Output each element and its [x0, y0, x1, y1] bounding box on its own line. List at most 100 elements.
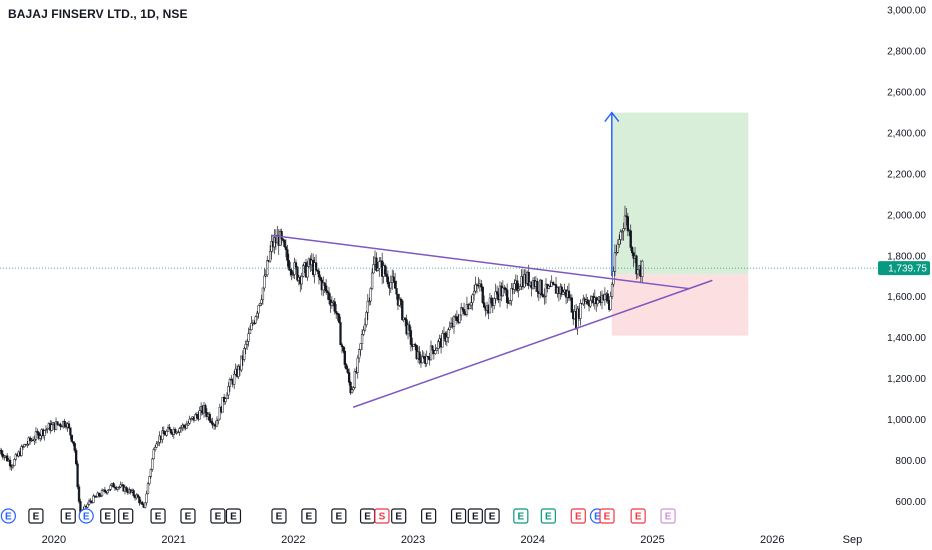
event-marker-shape — [0, 508, 16, 524]
candle-body — [46, 428, 49, 430]
candle-body — [95, 496, 98, 498]
candle — [177, 430, 180, 434]
candle-body — [168, 427, 171, 430]
candle-body — [435, 348, 438, 351]
event-marker: E — [271, 508, 287, 524]
candle — [74, 448, 78, 466]
candle-body — [395, 288, 398, 295]
candle — [34, 427, 38, 444]
candle-body — [218, 406, 221, 420]
candle — [76, 460, 79, 490]
candle — [434, 344, 437, 355]
candle — [281, 238, 285, 243]
candle — [26, 440, 29, 448]
candle-body — [280, 231, 283, 240]
candle-body — [154, 447, 157, 450]
candle-body — [86, 504, 89, 508]
y-tick-label: 1,200.00 — [887, 374, 926, 385]
candle-body — [33, 439, 36, 442]
candle-body — [635, 255, 638, 275]
candle — [347, 368, 351, 386]
candle — [260, 294, 263, 306]
x-tick-label: Sep — [843, 534, 863, 546]
candle-body — [342, 346, 345, 352]
candle-body — [257, 305, 260, 314]
candle — [490, 295, 493, 308]
event-marker-label: E — [65, 512, 72, 523]
candle — [283, 239, 286, 248]
candle — [613, 244, 617, 277]
candle — [118, 486, 121, 490]
candle-body — [152, 449, 155, 460]
candle-body — [510, 288, 513, 301]
candle-body — [217, 418, 220, 421]
candle-body — [317, 271, 321, 278]
candle — [195, 412, 198, 419]
candle-body — [408, 324, 411, 331]
candle — [100, 488, 104, 498]
event-marker: E — [118, 508, 134, 524]
event-marker-label: E — [594, 512, 601, 523]
candle-body — [74, 450, 78, 465]
candle — [161, 426, 164, 444]
event-marker: E — [660, 508, 676, 524]
candle-body — [143, 502, 147, 508]
candle — [342, 346, 345, 354]
event-marker-label: E — [635, 512, 642, 523]
candle-body — [44, 429, 48, 431]
candle-body — [461, 307, 464, 310]
candle — [11, 463, 15, 470]
event-marker-shape — [100, 508, 116, 524]
candle-body — [335, 311, 338, 314]
candle-body — [620, 230, 624, 233]
candle-body — [343, 350, 346, 365]
candle — [72, 441, 75, 447]
x-tick-label: 2024 — [521, 534, 545, 546]
event-marker-shape — [225, 508, 242, 524]
candle-body — [626, 216, 630, 232]
candle-body — [327, 292, 331, 300]
candle-body — [460, 307, 463, 316]
candle-body — [494, 291, 497, 299]
candle — [474, 276, 477, 294]
candle-body — [468, 304, 471, 310]
candle — [462, 302, 466, 317]
candle-body — [162, 430, 165, 435]
event-marker: E — [450, 508, 467, 524]
candle-body — [253, 322, 256, 325]
candle — [198, 406, 201, 420]
candle-body — [182, 424, 186, 427]
event-marker: E — [225, 508, 242, 524]
candle — [300, 272, 303, 290]
candle — [448, 321, 451, 331]
candle — [399, 297, 402, 309]
candle — [494, 283, 497, 304]
candle — [208, 411, 211, 423]
candle-body — [215, 420, 219, 427]
candle-body — [189, 418, 193, 420]
candle — [536, 278, 539, 298]
candle — [245, 339, 249, 350]
candle-body — [302, 265, 305, 277]
y-tick-label: 2,000.00 — [887, 210, 926, 221]
event-marker-label: E — [545, 512, 552, 523]
candle-body — [165, 430, 168, 436]
event-marker-label: E — [83, 512, 90, 523]
candle — [437, 339, 440, 355]
candle-body — [145, 493, 148, 504]
candle-body — [350, 389, 354, 394]
candle-body — [36, 431, 39, 433]
event-marker: E — [301, 508, 317, 524]
candle-body — [358, 349, 361, 359]
candle-body — [437, 341, 440, 349]
candle-body — [544, 283, 548, 297]
event-marker-shape — [570, 508, 586, 524]
candle-body — [570, 297, 573, 313]
candle — [393, 272, 397, 289]
candle-body — [506, 289, 509, 303]
candle — [43, 430, 46, 441]
candle-body — [210, 420, 213, 423]
candle — [0, 448, 3, 457]
candle — [261, 287, 265, 305]
